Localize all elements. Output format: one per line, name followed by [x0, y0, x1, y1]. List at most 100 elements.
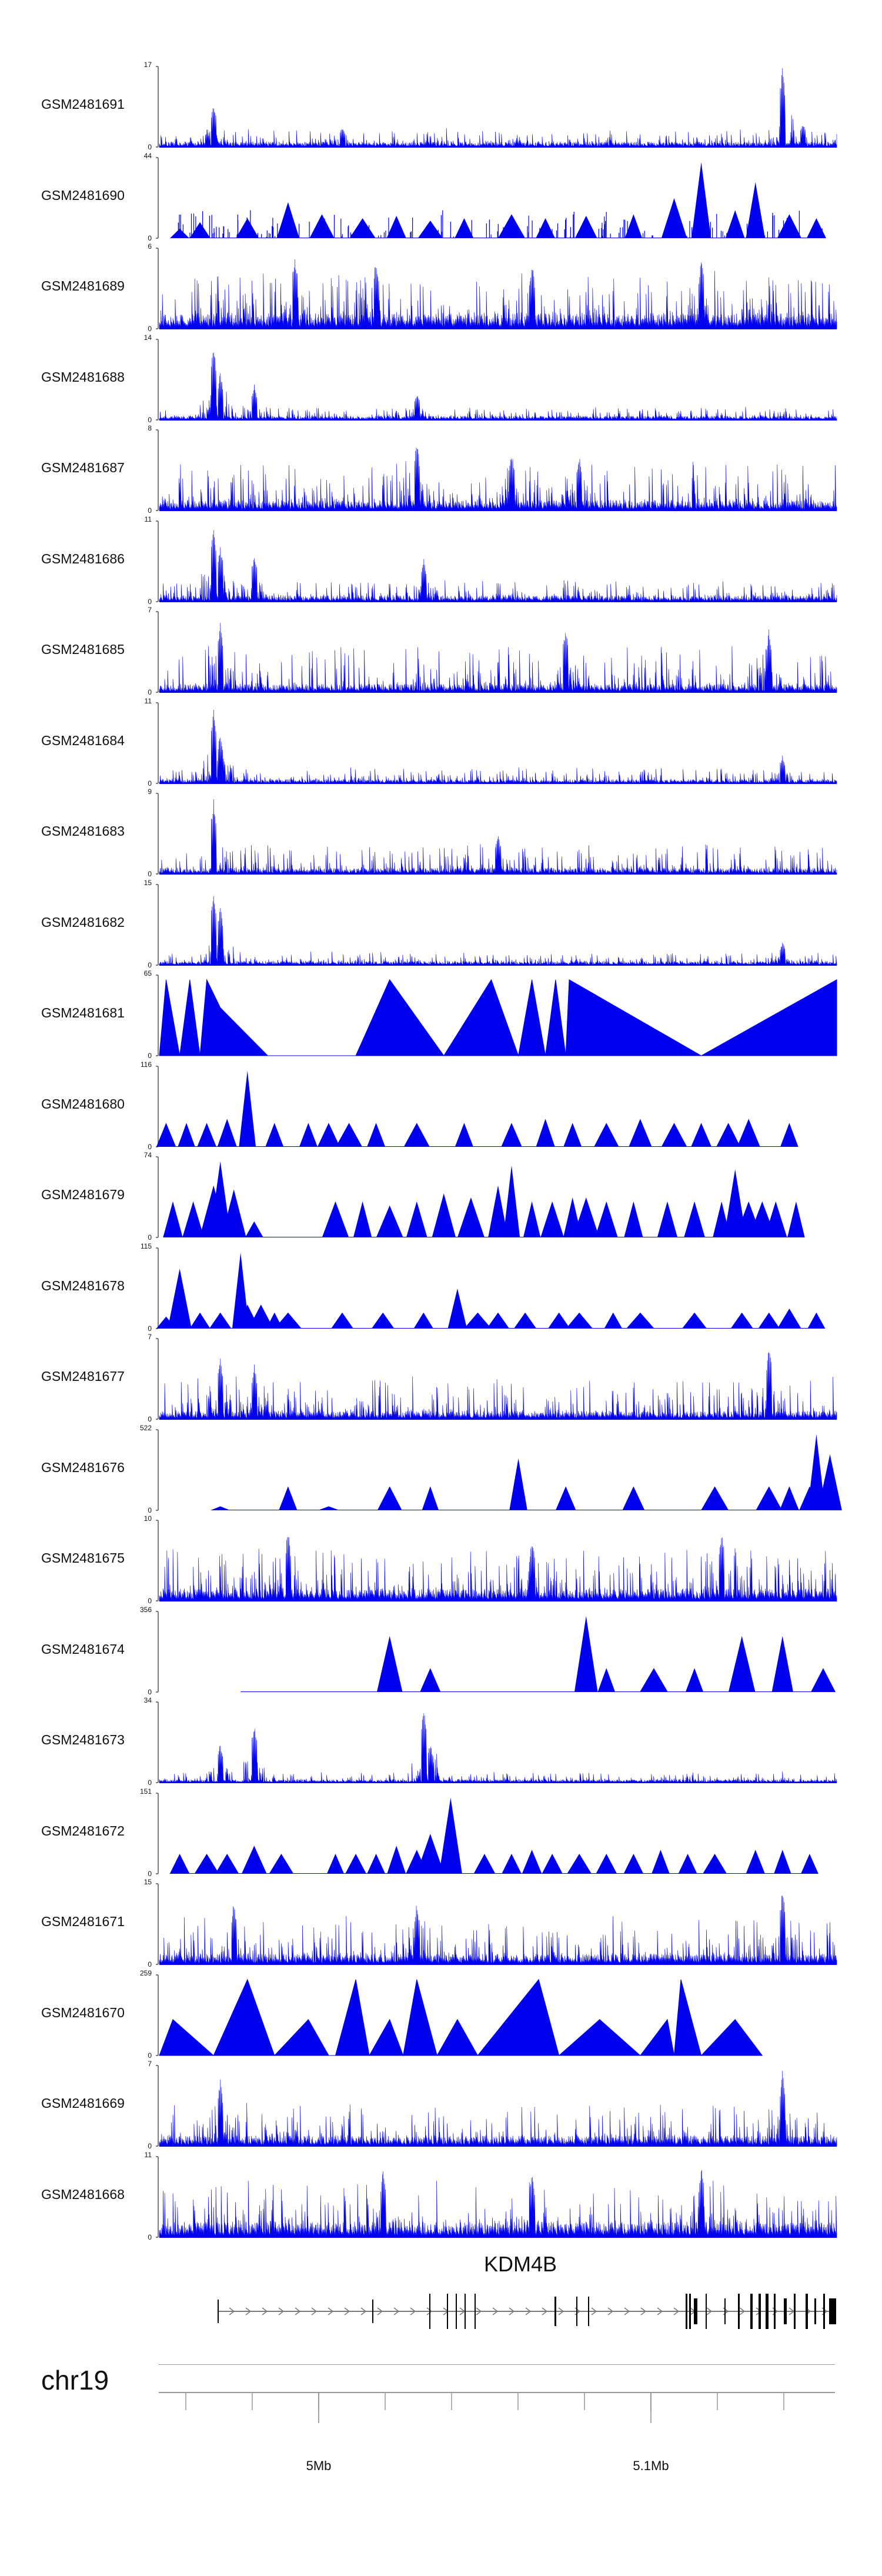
- y-axis-min-label: 0: [148, 1142, 152, 1151]
- gene-exon: [554, 2297, 556, 2326]
- gene-exon: [475, 2294, 476, 2329]
- y-axis-max-label: 116: [140, 1060, 152, 1069]
- signal-peak: [209, 1161, 231, 1237]
- signal-peak: [684, 1201, 705, 1237]
- signal-peak: [513, 1312, 537, 1329]
- y-axis-max-label: 34: [143, 1696, 152, 1704]
- signal-peak: [432, 1193, 456, 1237]
- signal-peak: [746, 182, 766, 238]
- gene-exon: [447, 2294, 448, 2329]
- signal-peak: [417, 220, 443, 238]
- strand-arrow-icon: [278, 2307, 285, 2315]
- y-axis-max-label: 11: [144, 696, 152, 705]
- signal-peak: [416, 1833, 445, 1874]
- signal-peak: [818, 1454, 842, 1510]
- signal-peak: [464, 1312, 492, 1329]
- y-axis-max-label: 259: [139, 1968, 152, 1977]
- signal-peak: [349, 218, 376, 238]
- y-axis-min-label: 0: [148, 1960, 152, 1968]
- track-GSM2481674: GSM2481674 356 0: [0, 1606, 882, 1702]
- signal-peak: [806, 218, 826, 238]
- signal-plot: [156, 883, 837, 966]
- signal-peak: [322, 1201, 349, 1237]
- signal-peak: [189, 222, 211, 238]
- y-axis-min-label: 0: [148, 1687, 152, 1696]
- signal-peak: [536, 218, 555, 238]
- track-label: GSM2481688: [41, 369, 125, 385]
- strand-arrow-icon: [377, 2307, 383, 2315]
- signal-area: [159, 1896, 837, 1965]
- signal-peak: [156, 1122, 176, 1147]
- gene-name-label: KDM4B: [484, 2252, 557, 2276]
- track-label: GSM2481670: [41, 2004, 125, 2020]
- signal-peak: [178, 1122, 195, 1147]
- signal-peak: [626, 1312, 654, 1329]
- signal-peak: [276, 202, 300, 238]
- signal-peak: [241, 1845, 267, 1874]
- y-axis-max-label: 15: [143, 878, 152, 887]
- signal-peak: [807, 1434, 826, 1510]
- signal-peak: [624, 1201, 643, 1237]
- signal-peak: [486, 1312, 510, 1329]
- y-axis-min-label: 0: [148, 1324, 152, 1333]
- signal-peak: [801, 1853, 818, 1874]
- signal-peak: [367, 1122, 386, 1147]
- signal-peak: [622, 1486, 645, 1510]
- strand-arrow-icon: [295, 2307, 301, 2315]
- track-label: GSM2481673: [41, 1732, 125, 1748]
- signal-peak: [691, 162, 711, 238]
- track-GSM2481691: GSM2481691 17 0: [0, 61, 882, 157]
- y-axis-min-label: 0: [148, 1233, 152, 1242]
- track-label: GSM2481668: [41, 2186, 125, 2202]
- track-GSM2481676: GSM2481676 522 0: [0, 1424, 882, 1520]
- signal-peak: [498, 213, 526, 238]
- strand-arrow-icon: [328, 2307, 334, 2315]
- track-GSM2481690: GSM2481690 44 0: [0, 152, 882, 248]
- track-label: GSM2481680: [41, 1096, 125, 1112]
- strand-arrow-icon: [706, 2307, 713, 2315]
- signal-peak: [661, 1122, 687, 1147]
- signal-peak: [331, 1312, 353, 1329]
- y-axis-min-label: 0: [148, 597, 152, 606]
- y-axis-min-label: 0: [148, 1052, 152, 1060]
- signal-peak: [248, 1304, 274, 1329]
- gene-exon: [686, 2294, 687, 2329]
- y-axis-max-label: 10: [143, 1514, 152, 1523]
- gene-exon: [750, 2294, 753, 2329]
- signal-area: [159, 529, 837, 602]
- track-GSM2481689: GSM2481689 6 0: [0, 242, 882, 339]
- signal-peak: [779, 1486, 799, 1510]
- signal-area: [159, 68, 837, 148]
- gene-exon: [823, 2294, 825, 2329]
- track-GSM2481685: GSM2481685 7 0: [0, 606, 882, 702]
- signal-peak: [774, 1849, 791, 1874]
- signal-peak: [652, 1849, 670, 1874]
- signal-plot: [156, 1883, 837, 1965]
- signal-peak: [523, 1201, 541, 1237]
- signal-peak: [403, 1122, 430, 1147]
- signal-peak: [536, 1118, 555, 1147]
- track-GSM2481688: GSM2481688 14 0: [0, 333, 882, 430]
- gene-exon: [706, 2294, 707, 2329]
- gene-exon: [372, 2300, 373, 2323]
- signal-area: [159, 1537, 837, 1601]
- signal-peak: [563, 1122, 582, 1147]
- track-label: GSM2481685: [41, 642, 125, 658]
- axis-tick-label: 5.1Mb: [633, 2458, 669, 2473]
- signal-area: [159, 978, 837, 1057]
- signal-peak: [594, 1122, 619, 1147]
- axis-tick-label: 5Mb: [306, 2458, 332, 2473]
- signal-peak: [567, 1853, 592, 1874]
- signal-plot: [156, 1792, 818, 1874]
- track-label: GSM2481686: [41, 550, 125, 566]
- signal-plot: [156, 429, 837, 511]
- signal-peak: [623, 1853, 644, 1874]
- signal-plot: [156, 66, 837, 148]
- y-axis-max-label: 7: [148, 606, 152, 614]
- signal-peak: [640, 1667, 668, 1692]
- signal-peak: [387, 1845, 406, 1874]
- strand-arrow-icon: [360, 2307, 367, 2315]
- signal-peak: [596, 1853, 617, 1874]
- track-label: GSM2481671: [41, 1914, 125, 1930]
- signal-peak: [629, 1118, 652, 1147]
